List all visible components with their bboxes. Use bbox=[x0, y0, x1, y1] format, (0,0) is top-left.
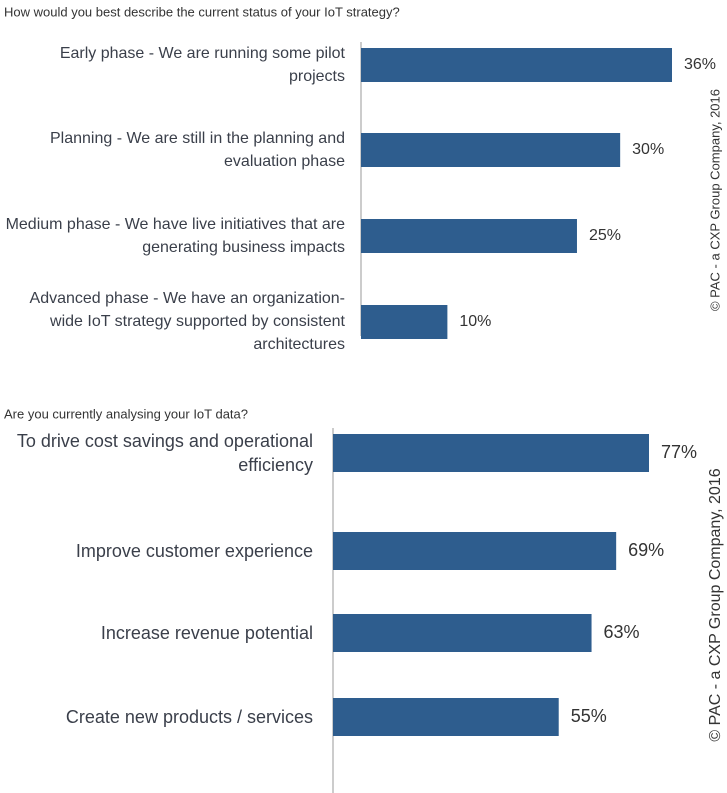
bar bbox=[361, 133, 621, 167]
category-label: Medium phase - We have live initiatives … bbox=[5, 216, 345, 257]
category-label: To drive cost savings and operational ef… bbox=[16, 430, 313, 475]
category-label: Improve customer experience bbox=[75, 541, 313, 561]
bar bbox=[361, 48, 672, 82]
bar bbox=[333, 698, 559, 736]
category-label: Advanced phase - We have an organization… bbox=[29, 290, 345, 354]
value-label: 25% bbox=[589, 227, 621, 244]
category-label: Increase revenue potential bbox=[100, 623, 313, 643]
value-label: 69% bbox=[628, 540, 664, 560]
bar bbox=[333, 614, 592, 652]
chart-title: How would you best describe the current … bbox=[4, 4, 400, 19]
value-label: 36% bbox=[684, 56, 716, 73]
value-label: 10% bbox=[459, 313, 491, 330]
value-label: 55% bbox=[571, 706, 607, 726]
copyright: © PAC - a CXP Group Company, 2016 bbox=[707, 468, 724, 741]
copyright: © PAC - a CXP Group Company, 2016 bbox=[707, 89, 722, 311]
value-label: 30% bbox=[632, 141, 664, 158]
bar bbox=[361, 305, 448, 339]
bar bbox=[333, 532, 617, 570]
category-label: Create new products / services bbox=[65, 707, 313, 727]
category-label: Early phase - We are running some pilot … bbox=[59, 45, 345, 86]
value-label: 63% bbox=[604, 622, 640, 642]
chart-title: Are you currently analysing your IoT dat… bbox=[4, 406, 248, 421]
bar bbox=[361, 219, 577, 253]
bar bbox=[333, 434, 649, 472]
value-label: 77% bbox=[661, 442, 697, 462]
category-label: Planning - We are still in the planning … bbox=[50, 130, 345, 171]
